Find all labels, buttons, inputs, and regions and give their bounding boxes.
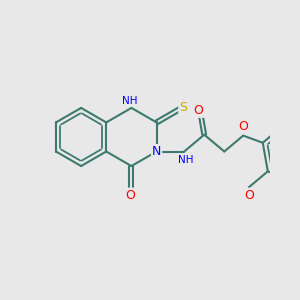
Text: O: O — [238, 120, 248, 133]
Text: O: O — [194, 104, 203, 117]
Text: S: S — [179, 101, 187, 114]
Text: N: N — [152, 145, 161, 158]
Text: NH: NH — [178, 155, 194, 165]
Text: O: O — [244, 189, 254, 202]
Text: NH: NH — [122, 96, 138, 106]
Text: O: O — [125, 189, 135, 202]
